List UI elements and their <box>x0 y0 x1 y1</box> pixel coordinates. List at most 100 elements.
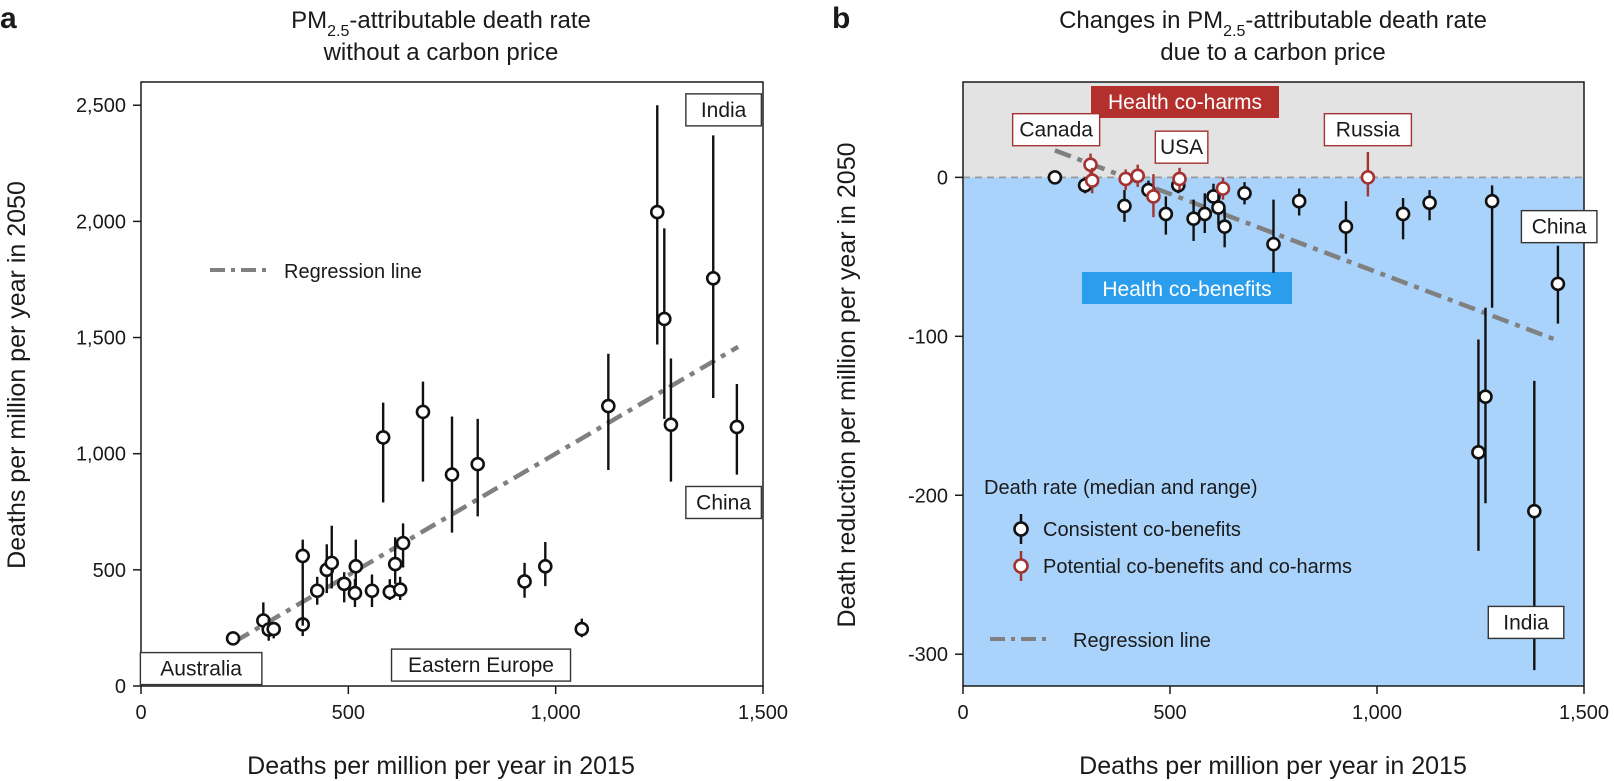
panel-b-data-point <box>1217 209 1232 248</box>
point-marker <box>1422 195 1437 211</box>
panel-a-regression <box>233 344 740 644</box>
annotation-text: China <box>696 491 751 514</box>
point-marker <box>657 311 672 327</box>
panel-b-y-tick-label: -200 <box>908 485 948 507</box>
point-marker <box>1237 185 1252 201</box>
panel-b-data-point <box>1266 199 1281 273</box>
annotation-box <box>390 648 572 682</box>
point-marker <box>1266 236 1281 252</box>
point-marker <box>392 582 408 597</box>
panel-a-annotation-label: Australia <box>139 651 263 686</box>
panel-b-y-axis-label: Death reduction per million per year in … <box>833 143 861 628</box>
panel-b-x-tick-label: 0 <box>957 702 968 724</box>
panel-a-regression-line <box>233 344 740 644</box>
panel-a-data-point <box>392 576 408 601</box>
point-marker <box>387 556 403 572</box>
point-marker <box>347 585 363 601</box>
panel-a-legend: Regression line <box>210 261 422 283</box>
point-marker <box>1338 219 1354 234</box>
panel-b-plot-frame <box>962 81 1585 687</box>
panel-a-data-point <box>387 537 403 584</box>
point-marker <box>295 548 311 564</box>
annotation-text: India <box>701 99 747 122</box>
panel-a-x-tick-label: 1,500 <box>738 702 788 724</box>
annotation-text: China <box>1532 216 1587 239</box>
annotation-box <box>1520 209 1598 244</box>
panel-b-cobenefits-label-text: Health co-benefits <box>1102 278 1271 301</box>
panel-a-data-point <box>266 621 281 639</box>
panel-b-x-axis-label: Deaths per million per year in 2015 <box>1079 752 1467 780</box>
point-marker <box>1550 276 1566 292</box>
point-marker <box>1130 168 1146 184</box>
panel-b-annotation-label: India <box>1487 605 1565 640</box>
panel-a-plot-frame <box>140 81 764 687</box>
point-marker <box>415 404 431 420</box>
point-marker <box>375 430 391 445</box>
panel-a-y-tick-label: 0 <box>115 676 126 698</box>
panel-a-data-point <box>364 574 380 608</box>
point-marker <box>1484 193 1500 209</box>
annotation-text: India <box>1503 611 1549 634</box>
annotation-text: Eastern Europe <box>408 654 554 677</box>
panel-b-axes: 0 500 1,000 1,500 -300 -200 -100 0 <box>908 167 1609 724</box>
panel-a-x-tick-label: 1,000 <box>531 702 581 724</box>
annotation-box <box>1323 112 1413 147</box>
point-marker <box>336 576 352 592</box>
panel-b-annotation-label: Canada <box>1011 112 1101 147</box>
point-marker <box>517 574 532 589</box>
panel-a-data-point <box>295 539 311 626</box>
panel-b-annotations: Canada USA Russia China India <box>1011 112 1598 640</box>
point-marker <box>1471 445 1486 460</box>
panel-b-data-point <box>1395 198 1411 240</box>
panel-a-data-point <box>225 631 241 646</box>
point-marker <box>1083 157 1098 172</box>
panel-a-legend-regression-label: Regression line <box>284 261 422 283</box>
point-marker <box>1084 173 1100 188</box>
panel-a-data-point <box>649 105 665 345</box>
panel-b-data-point <box>1084 167 1100 194</box>
panel-a-data-point <box>415 381 431 482</box>
panel-a-annotation-label: China <box>685 485 763 520</box>
panel-b-cobenefits-label-bg <box>1082 272 1292 304</box>
panel-b-data-point <box>1047 170 1063 185</box>
point-marker <box>266 621 281 637</box>
point-marker <box>1478 389 1493 405</box>
point-marker <box>1395 206 1411 222</box>
panel-b-data-point <box>1146 174 1161 218</box>
point-marker <box>364 583 380 599</box>
annotation-text: Russia <box>1336 119 1401 142</box>
panel-b-legend-title: Death rate (median and range) <box>984 477 1258 499</box>
point-marker <box>537 559 553 574</box>
point-marker <box>348 559 364 574</box>
panel-b-data-point <box>1360 151 1376 197</box>
panel-a-data-point <box>309 576 325 605</box>
panel-a-x-tick-label: 500 <box>332 702 365 724</box>
panel-a-title-line1: PM2.5-attributable death rate <box>291 7 591 40</box>
panel-a-x-tick-label: 0 <box>135 702 146 724</box>
point-marker <box>1360 170 1376 185</box>
panel-a-data-point <box>348 539 364 587</box>
annotation-box <box>1487 605 1565 640</box>
panel-a-letter: a <box>0 2 17 35</box>
panel-a-y-axis-label: Deaths per million per year in 2050 <box>3 181 31 569</box>
annotation-text: USA <box>1160 136 1203 159</box>
point-marker <box>729 419 745 435</box>
point-marker <box>225 631 241 646</box>
panel-a-data-point <box>537 541 553 587</box>
panel-b-cobenefits-label: Health co-benefits <box>1082 272 1292 304</box>
panel-b-x-tick-label: 1,500 <box>1559 702 1609 724</box>
panel-b-coharms-label-bg <box>1091 86 1279 118</box>
panel-a-data-point <box>517 562 532 598</box>
point-marker <box>1527 503 1542 519</box>
panel-a-annotations: India China Australia Eastern Europe <box>139 93 763 686</box>
panel-a-x-axis-label: Deaths per million per year in 2015 <box>247 752 635 780</box>
annotation-text: Canada <box>1019 119 1093 142</box>
point-marker <box>470 456 486 472</box>
panel-b-legend-consistent-marker <box>1013 521 1029 537</box>
point-marker <box>324 555 340 571</box>
panel-b-letter: b <box>832 2 850 35</box>
point-marker <box>1217 219 1232 234</box>
panel-b-data-point <box>1237 182 1252 205</box>
panel-b-y-tick-label: -100 <box>908 326 948 348</box>
panel-a-data-point <box>444 416 460 533</box>
